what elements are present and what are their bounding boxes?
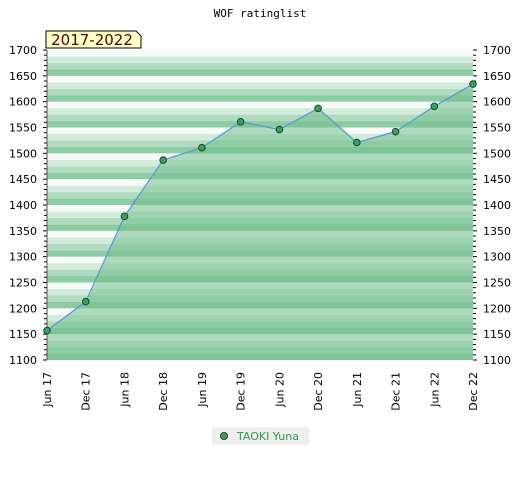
range-badge: 2017-2022 [45,30,142,49]
legend: TAOKI Yuna [212,427,309,445]
series-line [46,83,474,332]
data-point [469,80,477,88]
x-axis: Jun 17 Dec 17 Jun 18 Dec 18 Jun 19 Dec 19 Jun … [41,372,480,411]
y-tick-label-right: 1300 [483,251,511,264]
y-tick-label-left: 1150 [9,328,37,341]
y-tick-label-right: 1500 [483,147,511,160]
y-tick-label-left: 1500 [9,147,37,160]
data-point [81,297,90,306]
background-band [47,62,473,70]
x-tick-label: Dec 22 [467,372,480,411]
data-point [391,127,400,136]
x-tick-label: Dec 20 [312,372,325,411]
x-tick-label: Jun 22 [428,372,441,408]
legend-marker [220,432,228,440]
legend-label: TAOKI Yuna [236,430,299,443]
background-band [47,108,473,115]
y-tick-label-left: 1200 [9,302,37,315]
chart-title: WOF ratinglist [214,7,307,20]
background-band [47,56,473,63]
background-band [47,95,473,102]
y-tick-label-left: 1450 [9,173,37,186]
legend-box [212,427,309,445]
y-tick-label-right: 1250 [483,277,511,290]
background-band [47,82,473,89]
x-tick-label: Jun 20 [273,372,286,408]
y-tick-label-left: 1700 [9,44,37,57]
y-tick-label-right: 1200 [483,302,511,315]
data-point [353,138,361,147]
background-band [47,50,473,57]
y-tick-label-left: 1100 [9,354,37,367]
series-area [47,84,473,360]
y-tick-label-left: 1250 [9,277,37,290]
background-band [47,101,473,109]
range-label: 2017-2022 [51,31,133,49]
y-axis-left: 1100 1150 1200 1250 1300 1350 1400 1450 1500 1550… [9,44,48,367]
x-tick-label: Jun 17 [41,372,54,408]
data-point [120,212,129,221]
background-band [47,121,473,128]
x-tick-label: Jun 18 [118,372,131,408]
y-tick-label-right: 1100 [483,354,511,367]
y-tick-label-left: 1650 [9,70,37,83]
y-tick-label-right: 1700 [483,44,511,57]
y-tick-label-left: 1600 [9,96,37,109]
series-markers [43,80,477,335]
data-point [314,104,322,113]
background-band [47,69,473,76]
x-tick-label: Dec 19 [235,372,248,411]
data-point [236,118,245,126]
data-point [43,326,51,335]
y-tick-label-right: 1450 [483,173,511,186]
x-tick-label: Jun 21 [351,372,364,408]
data-point [430,102,439,111]
x-tick-label: Dec 18 [157,372,170,411]
background-band [47,88,473,96]
y-tick-label-right: 1650 [483,70,511,83]
y-tick-label-right: 1350 [483,225,511,238]
data-point [159,156,167,164]
y-axis-right: 1100 1150 1200 1250 1300 1350 1400 1450 1500 1550… [473,44,511,367]
y-tick-label-left: 1300 [9,251,37,264]
x-tick-label: Jun 19 [196,372,209,408]
x-tick-label: Dec 17 [80,372,93,411]
y-tick-label-left: 1550 [9,122,37,135]
data-point [275,125,284,134]
y-tick-label-right: 1600 [483,96,511,109]
y-tick-label-left: 1350 [9,225,37,238]
background-band [47,114,473,122]
y-tick-label-right: 1550 [483,122,511,135]
background-band [47,75,473,83]
rating-area [46,83,474,360]
y-tick-label-right: 1400 [483,199,511,212]
y-tick-label-right: 1150 [483,328,511,341]
y-tick-label-left: 1400 [9,199,37,212]
data-point [198,143,206,152]
x-tick-label: Dec 21 [390,372,403,411]
